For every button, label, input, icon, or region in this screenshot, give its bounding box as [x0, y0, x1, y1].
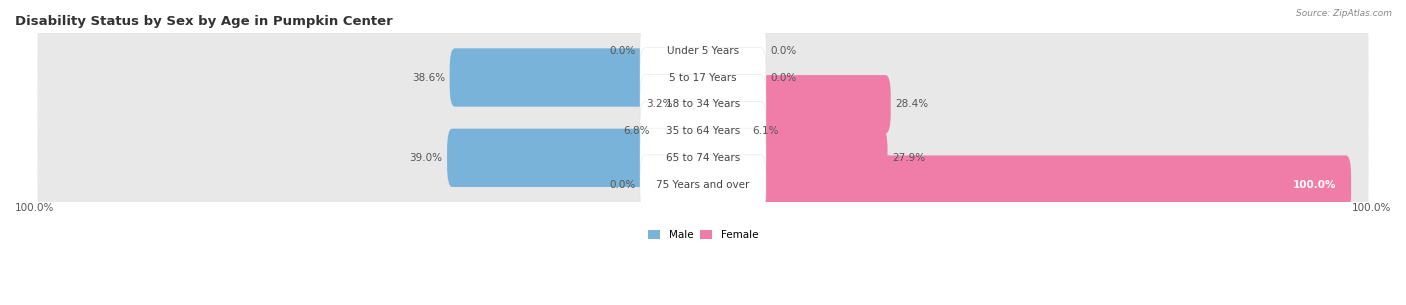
FancyBboxPatch shape [38, 52, 1368, 103]
FancyBboxPatch shape [640, 101, 766, 161]
FancyBboxPatch shape [697, 75, 891, 134]
Text: 0.0%: 0.0% [609, 180, 636, 190]
Text: 6.1%: 6.1% [752, 126, 779, 136]
FancyBboxPatch shape [38, 25, 1368, 77]
FancyBboxPatch shape [678, 163, 706, 206]
FancyBboxPatch shape [678, 75, 709, 134]
FancyBboxPatch shape [697, 129, 887, 187]
FancyBboxPatch shape [38, 105, 1368, 157]
Text: 5 to 17 Years: 5 to 17 Years [669, 73, 737, 83]
Text: 39.0%: 39.0% [409, 153, 443, 163]
Text: 0.0%: 0.0% [770, 73, 797, 83]
Text: Source: ZipAtlas.com: Source: ZipAtlas.com [1296, 9, 1392, 18]
Text: 27.9%: 27.9% [891, 153, 925, 163]
Text: 75 Years and over: 75 Years and over [657, 180, 749, 190]
FancyBboxPatch shape [640, 128, 766, 188]
FancyBboxPatch shape [38, 159, 1368, 210]
Text: 38.6%: 38.6% [412, 73, 446, 83]
Text: 100.0%: 100.0% [1294, 180, 1336, 190]
Legend: Male, Female: Male, Female [644, 226, 762, 244]
Text: 18 to 34 Years: 18 to 34 Years [666, 99, 740, 109]
FancyBboxPatch shape [654, 102, 709, 160]
Text: 100.0%: 100.0% [15, 203, 55, 213]
Text: 28.4%: 28.4% [896, 99, 928, 109]
Text: 35 to 64 Years: 35 to 64 Years [666, 126, 740, 136]
Text: 0.0%: 0.0% [609, 46, 636, 56]
FancyBboxPatch shape [697, 156, 1351, 214]
FancyBboxPatch shape [700, 30, 728, 72]
Text: 65 to 74 Years: 65 to 74 Years [666, 153, 740, 163]
FancyBboxPatch shape [450, 48, 709, 107]
FancyBboxPatch shape [640, 48, 766, 107]
FancyBboxPatch shape [447, 129, 709, 187]
FancyBboxPatch shape [700, 56, 728, 99]
FancyBboxPatch shape [640, 21, 766, 81]
Text: 100.0%: 100.0% [1351, 203, 1391, 213]
Text: Under 5 Years: Under 5 Years [666, 46, 740, 56]
Text: 0.0%: 0.0% [770, 46, 797, 56]
FancyBboxPatch shape [640, 155, 766, 214]
Text: Disability Status by Sex by Age in Pumpkin Center: Disability Status by Sex by Age in Pumpk… [15, 15, 392, 28]
FancyBboxPatch shape [38, 132, 1368, 184]
FancyBboxPatch shape [697, 102, 748, 160]
Text: 6.8%: 6.8% [623, 126, 650, 136]
FancyBboxPatch shape [640, 74, 766, 134]
Text: 3.2%: 3.2% [647, 99, 673, 109]
FancyBboxPatch shape [38, 79, 1368, 130]
FancyBboxPatch shape [678, 30, 706, 72]
